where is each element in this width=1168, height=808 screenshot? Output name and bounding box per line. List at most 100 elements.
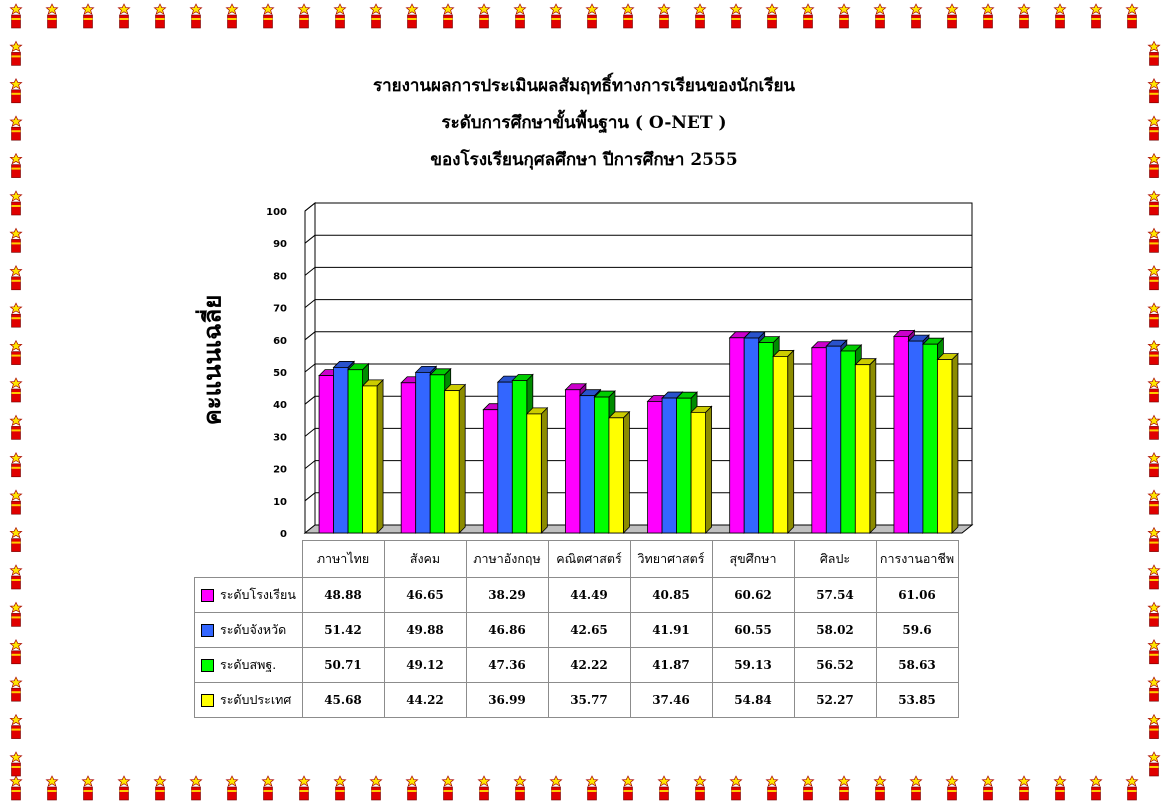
x-tick-label: คณิตศาสตร์ (547, 540, 631, 578)
gridline-side (304, 267, 316, 276)
firecracker-icon (1147, 526, 1161, 552)
firecracker-icon (9, 115, 23, 141)
firecracker-icon (873, 3, 887, 29)
data-label: 46.86 (465, 612, 549, 648)
y-tick-label: 80 (273, 271, 287, 282)
series-name: ระดับประเทศ (220, 692, 292, 707)
legend-entry: ระดับจังหวัด (194, 612, 303, 648)
data-label: 50.71 (301, 647, 385, 683)
firecracker-icon (1147, 414, 1161, 440)
y-tick-label: 10 (273, 497, 287, 508)
firecracker-icon (765, 775, 779, 801)
firecracker-icon (9, 265, 23, 291)
firecracker-icon (9, 152, 23, 178)
firecracker-icon (297, 775, 311, 801)
firecracker-icon (9, 751, 23, 777)
firecracker-icon (1147, 265, 1161, 291)
bar (443, 383, 467, 534)
firecracker-icon (801, 3, 815, 29)
firecracker-icon (189, 775, 203, 801)
data-label: 60.55 (711, 612, 795, 648)
firecracker-icon (225, 3, 239, 29)
firecracker-icon (585, 3, 599, 29)
gridline-side (304, 395, 316, 405)
firecracker-icon (441, 775, 455, 801)
firecracker-icon (1053, 3, 1067, 29)
firecracker-icon (9, 377, 23, 403)
firecracker-icon (1147, 190, 1161, 216)
firecracker-icon (549, 3, 563, 29)
firecracker-icon (45, 3, 59, 29)
data-label: 41.87 (629, 647, 713, 683)
firecracker-icon (81, 775, 95, 801)
firecracker-icon (81, 3, 95, 29)
series-name: ระดับโรงเรียน (220, 587, 296, 602)
firecracker-icon (1147, 713, 1161, 739)
firecracker-icon (1147, 78, 1161, 104)
y-tick-label: 40 (273, 400, 287, 411)
firecracker-icon (1147, 115, 1161, 141)
data-label: 41.91 (629, 612, 713, 648)
firecracker-icon (909, 3, 923, 29)
firecracker-icon (9, 414, 23, 440)
y-tick-label: 70 (273, 304, 287, 315)
firecracker-icon (117, 775, 131, 801)
gridline-side (304, 234, 316, 244)
legend-entry: ระดับโรงเรียน (194, 577, 303, 613)
y-tick-label: 50 (273, 368, 287, 379)
firecracker-icon (369, 775, 383, 801)
firecracker-icon (261, 3, 275, 29)
y-tick-label: 20 (273, 465, 287, 476)
firecracker-icon (1089, 3, 1103, 29)
x-tick-label: ศิลปะ (793, 540, 877, 578)
firecracker-icon (513, 3, 527, 29)
bar (690, 405, 713, 534)
data-label: 42.22 (547, 647, 631, 683)
data-label: 35.77 (547, 682, 631, 718)
data-label: 54.84 (711, 682, 795, 718)
firecracker-icon (369, 3, 383, 29)
data-label: 59.13 (711, 647, 795, 683)
firecracker-icon (9, 775, 23, 801)
firecracker-icon (333, 775, 347, 801)
firecracker-icon (837, 775, 851, 801)
firecracker-icon (513, 775, 527, 801)
firecracker-icon (585, 775, 599, 801)
gridline-side (304, 202, 316, 212)
firecracker-icon (1147, 676, 1161, 702)
firecracker-icon (405, 3, 419, 29)
firecracker-icon (9, 40, 23, 66)
firecracker-icon (621, 775, 635, 801)
firecracker-icon (981, 775, 995, 801)
data-label: 52.27 (793, 682, 877, 718)
data-label: 53.85 (875, 682, 959, 718)
data-label: 58.63 (875, 647, 959, 683)
gridline-side (304, 460, 316, 469)
data-label: 59.6 (875, 612, 959, 648)
data-label: 44.49 (547, 577, 631, 613)
chart-title-line-3: ของโรงเรียนกุศลศึกษา ปีการศึกษา 2555 (430, 150, 738, 170)
bar (936, 352, 959, 534)
firecracker-icon (1017, 775, 1031, 801)
table-row: ระดับโรงเรียน 48.88 46.65 38.29 44.49 40.85 60… (194, 577, 959, 613)
y-tick-label: 60 (273, 336, 287, 347)
firecracker-icon (693, 3, 707, 29)
bar (772, 349, 795, 534)
firecracker-icon (1147, 452, 1161, 478)
firecracker-icon (945, 3, 959, 29)
firecracker-icon (225, 775, 239, 801)
firecracker-icon (9, 601, 23, 627)
x-tick-label: ภาษาไทย (301, 540, 385, 578)
firecracker-icon (621, 3, 635, 29)
chart-title-line-2: ระดับการศึกษาขั้นพื้นฐาน ( O-NET ) (441, 113, 727, 133)
legend-swatch (201, 589, 214, 602)
data-label: 49.88 (383, 612, 467, 648)
y-tick-label: 100 (266, 207, 287, 218)
firecracker-icon (9, 302, 23, 328)
firecracker-icon (333, 3, 347, 29)
data-label: 48.88 (301, 577, 385, 613)
x-tick-label: สังคม (383, 540, 467, 578)
data-label: 42.65 (547, 612, 631, 648)
